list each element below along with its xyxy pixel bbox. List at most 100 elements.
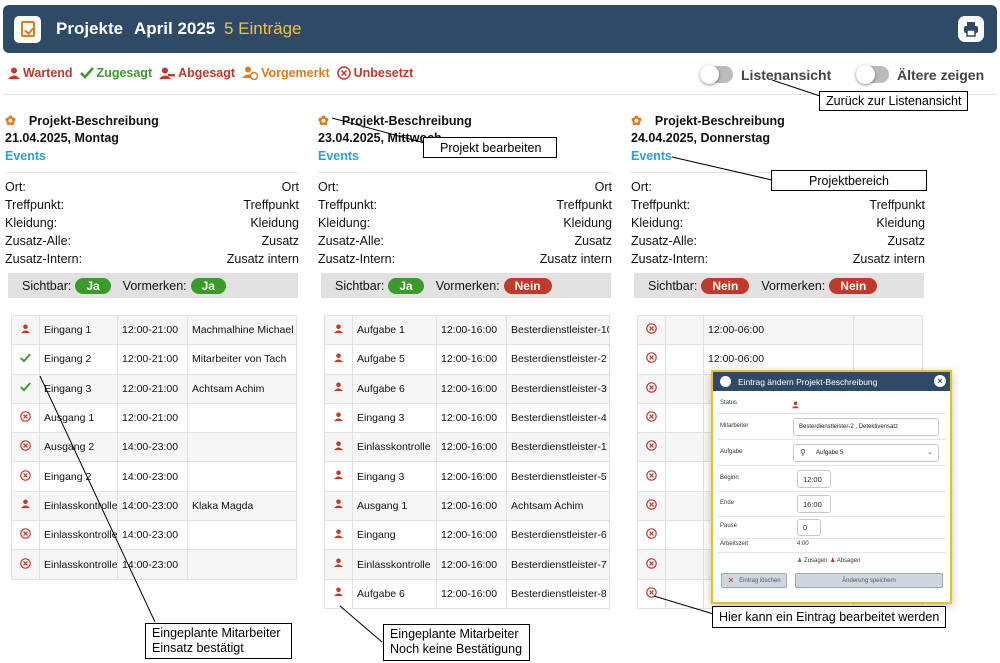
- person-minus-icon: [159, 67, 176, 79]
- table-row[interactable]: Einlasskontrolle 14:00-23:00: [11, 549, 297, 580]
- pause-input[interactable]: 0: [797, 519, 821, 536]
- visibility-bar: Sichtbar: Nein Vormerken: Nein: [634, 273, 924, 298]
- table-row[interactable]: Aufgabe 5 12:00-16:00 Besterdienstleister-…: [324, 344, 610, 375]
- table-row[interactable]: Einlasskontrolle 14:00-23:00: [11, 520, 297, 551]
- field-ort: Ort:Ort: [318, 180, 612, 194]
- status-cell[interactable]: [637, 373, 666, 404]
- divider: [3, 94, 997, 95]
- task-cell: Einlasskontrolle: [39, 549, 118, 580]
- task-cell: [665, 490, 704, 522]
- circle-x-icon: [20, 557, 31, 569]
- status-cell[interactable]: [324, 314, 353, 346]
- status-cell[interactable]: [324, 578, 353, 609]
- zusagen-button[interactable]: ♟ Zusagen: [797, 558, 828, 564]
- table-row[interactable]: Einlasskontrolle 12:00-16:00 Besterdienstl…: [324, 432, 610, 463]
- beginn-input[interactable]: 12:00: [797, 470, 831, 488]
- status-cell[interactable]: [324, 432, 353, 463]
- table-row[interactable]: Ausgang 2 14:00-23:00: [11, 432, 297, 463]
- task-cell: Eingang 2: [39, 344, 118, 375]
- events-link[interactable]: Events: [318, 149, 359, 163]
- person-icon: [8, 67, 20, 79]
- save-changes-button[interactable]: Änderung speichern: [795, 573, 943, 588]
- table-row[interactable]: Ausgang 1 12:00-21:00: [11, 402, 297, 434]
- table-row[interactable]: Aufgabe 1 12:00-16:00 Besterdienstleister-…: [324, 314, 610, 346]
- table-row[interactable]: 12:00-06:00: [637, 314, 923, 346]
- close-icon[interactable]: ×: [934, 375, 946, 387]
- field-kleidung: Kleidung: Kleidung: [318, 216, 612, 230]
- visible-badge[interactable]: Ja: [75, 277, 111, 294]
- table-row[interactable]: Eingang 2 12:00-21:00 Mitarbeiter von Tach: [11, 344, 297, 375]
- list-view-toggle[interactable]: Listenansicht: [700, 65, 831, 84]
- task-cell: [665, 461, 704, 492]
- ende-input[interactable]: 16:00: [797, 495, 831, 513]
- gear-icon[interactable]: ✿: [5, 113, 16, 128]
- aufgabe-select[interactable]: ⚲ Aufgabe 5 ⌄: [793, 444, 939, 462]
- project-title[interactable]: ✿ Projekt-Beschreibung: [631, 113, 785, 128]
- status-cell[interactable]: [11, 344, 40, 375]
- status-cell[interactable]: [637, 314, 666, 346]
- project-date: 23.04.2025, Mittwoch: [318, 131, 442, 145]
- table-row[interactable]: Eingang 1 12:00-21:00 Machmalhine Michael: [11, 314, 297, 346]
- task-cell: Aufgabe 6: [352, 373, 437, 404]
- show-older-toggle[interactable]: Ältere zeigen: [856, 65, 984, 84]
- events-link[interactable]: Events: [5, 149, 46, 163]
- person-clock-icon: [242, 66, 259, 80]
- table-row[interactable]: Aufgabe 6 12:00-16:00 Besterdienstleister-…: [324, 373, 610, 404]
- field-zusatz-intern: Zusatz-Intern: Zusatz intern: [318, 252, 612, 266]
- table-row[interactable]: Eingang 2 14:00-23:00: [11, 461, 297, 492]
- status-cell[interactable]: [324, 373, 353, 404]
- table-row[interactable]: Eingang 3 12:00-21:00 Achtsam Achim: [11, 373, 297, 404]
- table-row[interactable]: Einlasskontrolle 14:00-23:00 Klaka Magda: [11, 490, 297, 522]
- reserve-badge[interactable]: Nein: [503, 277, 552, 294]
- callout-edit-project: Projekt bearbeiten: [423, 137, 557, 158]
- status-cell[interactable]: [637, 549, 666, 580]
- status-cell[interactable]: [324, 549, 353, 580]
- status-cell[interactable]: [11, 549, 40, 580]
- project-title[interactable]: ✿ Projekt-Beschreibung: [5, 113, 159, 128]
- project-date: 24.04.2025, Donnerstag: [631, 131, 770, 145]
- table-row[interactable]: Eingang 3 12:00-16:00 Besterdienstleister-…: [324, 461, 610, 492]
- table-row[interactable]: Eingang 12:00-16:00 Besterdienstleister-6: [324, 520, 610, 551]
- reserve-badge[interactable]: Nein: [829, 277, 878, 294]
- person-cell: [187, 549, 297, 580]
- status-cell[interactable]: [11, 373, 40, 404]
- page-month: April 2025: [134, 19, 216, 38]
- check-icon: [20, 382, 31, 392]
- status-cell[interactable]: [637, 432, 666, 463]
- circle-x-icon: [20, 440, 31, 452]
- visible-badge[interactable]: Ja: [388, 277, 424, 294]
- pause-row: Pause 0: [717, 517, 946, 539]
- person-icon: [334, 470, 343, 480]
- status-cell[interactable]: [637, 344, 666, 375]
- status-cell[interactable]: [324, 490, 353, 522]
- gear-icon[interactable]: ✿: [631, 113, 642, 128]
- table-row[interactable]: Einlasskontrolle 12:00-16:00 Besterdienstl…: [324, 549, 610, 580]
- table-row[interactable]: Ausgang 1 12:00-16:00 Achtsam Achim: [324, 490, 610, 522]
- status-cell[interactable]: [11, 490, 40, 522]
- print-button[interactable]: [958, 16, 984, 42]
- status-cell[interactable]: [637, 490, 666, 522]
- status-cell[interactable]: [11, 314, 40, 346]
- gear-icon[interactable]: ✿: [318, 113, 329, 128]
- status-cell[interactable]: [11, 432, 40, 463]
- list-view-switch[interactable]: [700, 65, 733, 84]
- table-row[interactable]: Eingang 3 12:00-16:00 Besterdienstleister-…: [324, 402, 610, 434]
- time-cell: 12:00-16:00: [436, 461, 507, 492]
- task-cell: Eingang 1: [39, 314, 118, 346]
- circle-x-icon: [20, 528, 31, 540]
- delete-entry-button[interactable]: ✕ Eintrag löschen: [721, 573, 787, 588]
- time-cell: 14:00-23:00: [117, 549, 188, 580]
- person-cell: [853, 314, 923, 346]
- table-row[interactable]: Aufgabe 6 12:00-16:00 Besterdienstleister-…: [324, 578, 610, 609]
- absagen-button[interactable]: ♟ Absagen: [830, 558, 861, 564]
- project-title[interactable]: ✿ Projekt-Beschreibung: [318, 113, 472, 128]
- mitarbeiter-field[interactable]: Besterdienstleister-2 , Detektivensatz: [793, 418, 939, 436]
- show-older-switch[interactable]: [856, 65, 889, 84]
- visible-badge[interactable]: Nein: [701, 277, 750, 294]
- status-cell[interactable]: [11, 461, 40, 492]
- status-cell[interactable]: [637, 461, 666, 492]
- reserve-badge[interactable]: Ja: [190, 277, 226, 294]
- person-cell: Besterdienstleister-8: [506, 578, 610, 609]
- events-link[interactable]: Events: [631, 149, 672, 163]
- callout-unconfirmed: Eingeplante Mitarbeiter Noch keine Bestät…: [383, 624, 530, 661]
